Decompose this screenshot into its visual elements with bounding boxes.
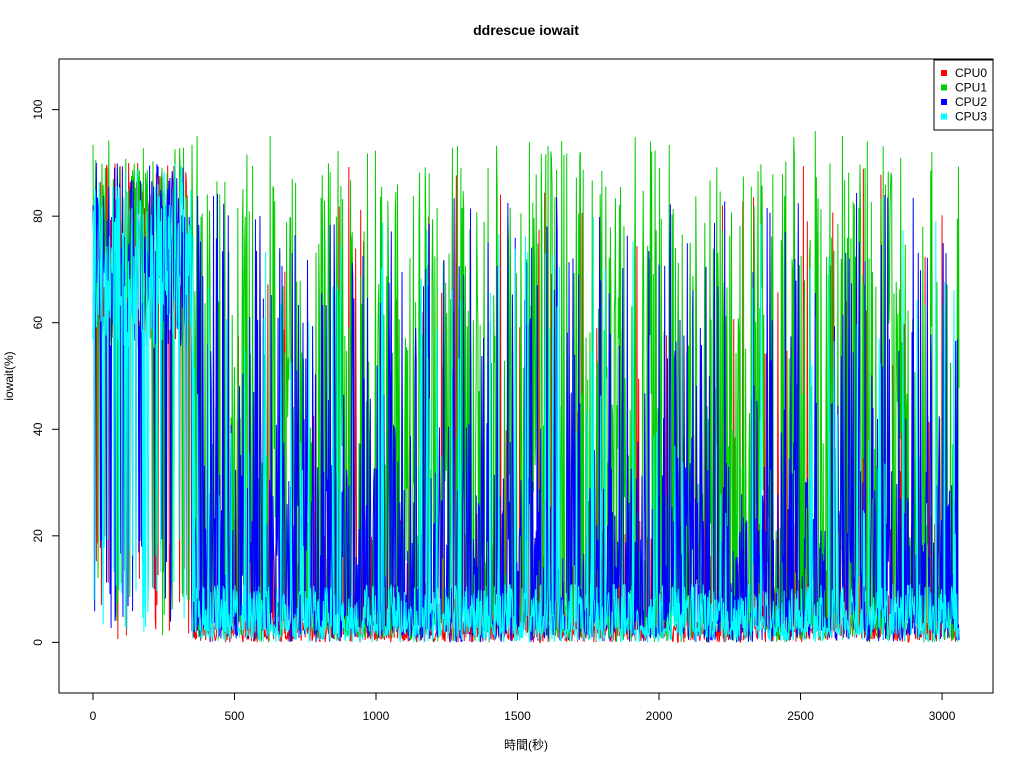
y-axis-label: iowait(%) xyxy=(2,351,16,400)
y-tick-label: 40 xyxy=(31,422,45,436)
x-tick-label: 0 xyxy=(90,709,97,723)
legend-label-cpu0: CPU0 xyxy=(955,66,987,80)
legend-swatch-cpu2 xyxy=(941,99,947,105)
y-tick-label: 100 xyxy=(31,99,45,119)
legend-label-cpu3: CPU3 xyxy=(955,110,987,124)
legend-swatch-cpu1 xyxy=(941,84,947,91)
legend-label-cpu2: CPU2 xyxy=(955,95,987,109)
y-tick-label: 60 xyxy=(31,316,45,330)
x-tick-label: 1500 xyxy=(504,709,531,723)
legend-label-cpu1: CPU1 xyxy=(955,81,987,95)
series-line-cpu3 xyxy=(92,163,960,643)
y-tick-label: 20 xyxy=(31,529,45,543)
series-group xyxy=(92,130,960,644)
legend-swatch-cpu3 xyxy=(941,113,947,120)
x-axis: 0 500 1000 1500 2000 2500 3000 xyxy=(90,692,956,723)
chart-title: ddrescue iowait xyxy=(473,22,579,38)
x-tick-label: 2000 xyxy=(646,709,673,723)
y-tick-label: 0 xyxy=(31,639,45,646)
x-tick-label: 1000 xyxy=(363,709,390,723)
x-axis-label: 時間(秒) xyxy=(504,738,548,752)
legend-swatch-cpu0 xyxy=(941,70,947,76)
x-tick-label: 3000 xyxy=(929,709,956,723)
x-tick-label: 2500 xyxy=(787,709,814,723)
x-tick-label: 500 xyxy=(224,709,244,723)
y-tick-label: 80 xyxy=(31,209,45,223)
y-axis: 0 20 40 60 80 100 xyxy=(31,99,60,646)
